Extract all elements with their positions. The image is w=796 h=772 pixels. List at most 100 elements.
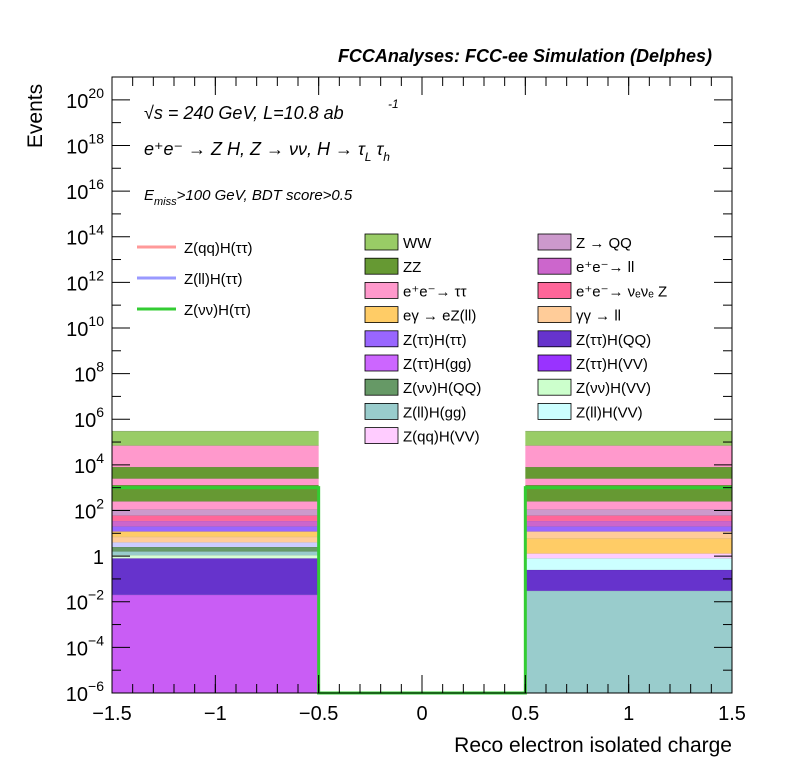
legend-box-swatch	[364, 306, 399, 324]
stack-bar-right-8	[525, 515, 732, 521]
legend-box-swatch	[537, 378, 572, 396]
y-tick-exponent: −2	[88, 587, 104, 603]
legend-box-label: Z(νν)H(QQ)	[403, 380, 481, 397]
stack-bar-left-5	[112, 542, 319, 548]
stacked-histogram	[112, 430, 732, 693]
legend-box-label: e⁺e⁻→ νₑνₑ Z	[576, 283, 667, 300]
y-tick-exponent: 16	[88, 176, 104, 192]
legend-box-label: e⁺e⁻→ ll	[576, 259, 634, 276]
y-tick-exponent: 20	[88, 85, 104, 101]
stack-bar-left-16	[112, 445, 319, 468]
y-tick-base: 10	[74, 456, 96, 478]
y-tick-exponent: −6	[88, 678, 104, 694]
legend-box-swatch	[537, 281, 572, 299]
stack-bar-left-8	[112, 526, 319, 532]
legend-box-swatch	[537, 306, 572, 324]
y-tick-base: 10	[74, 501, 96, 523]
y-tick-label: 10−2	[66, 587, 104, 615]
stack-bar-right-14	[525, 445, 732, 468]
legend-box-label: Z(ττ)H(QQ)	[576, 332, 651, 349]
y-tick-label: 1012	[66, 267, 104, 295]
legend-line-label: Z(qq)H(ττ)	[184, 240, 253, 257]
legend-box-label: eγ → eZ(ll)	[403, 308, 476, 325]
stack-bar-left-14	[112, 478, 319, 486]
stack-bar-right-10	[525, 501, 732, 510]
x-tick-label: 1	[623, 703, 634, 725]
legend-box-label: Z(qq)H(VV)	[403, 429, 480, 446]
y-tick-exponent: −4	[88, 632, 104, 648]
selection-annotation: Emiss>100 GeV, BDT score>0.5	[144, 187, 353, 208]
y-tick-exponent: 2	[96, 495, 104, 511]
legend-box-label: e⁺e⁻→ ττ	[403, 283, 467, 300]
stack-bar-right-3	[525, 553, 732, 559]
y-tick-label: 1014	[66, 222, 104, 250]
selection-text: >100 GeV, BDT score>0.5	[177, 187, 353, 204]
process-subscript: h	[383, 150, 390, 164]
stack-bar-left-15	[112, 467, 319, 479]
x-tick-label: −0.5	[299, 703, 338, 725]
x-axis-label: Reco electron isolated charge	[454, 734, 732, 757]
legend-line-label: Z(νν)H(ττ)	[184, 302, 251, 319]
stack-bar-left-1	[112, 558, 319, 595]
y-tick-exponent: 18	[88, 130, 104, 146]
x-tick-label: 0	[416, 703, 427, 725]
stack-bar-left-9	[112, 520, 319, 527]
y-tick-exponent: 10	[88, 313, 104, 329]
stack-bar-left-17	[112, 431, 319, 446]
legend-box-swatch	[364, 233, 399, 251]
legend-box-swatch	[537, 354, 572, 372]
legend-box-label: γγ → ll	[576, 308, 621, 325]
legend-box-swatch	[537, 402, 572, 420]
process-text: e⁺e⁻ → Z H, Z → νν, H → τ	[144, 139, 366, 159]
stack-bar-right-7	[525, 520, 732, 527]
y-tick-label: 10−4	[66, 632, 104, 660]
y-tick-base: 10	[66, 319, 88, 341]
legend-box-label: Z(ττ)H(ττ)	[403, 332, 467, 349]
stack-bar-left-4	[112, 547, 319, 552]
stack-bar-right-9	[525, 509, 732, 516]
energy-annotation: √s = 240 GeV, L=10.8 ab	[144, 103, 344, 123]
legend-box-swatch	[364, 402, 399, 420]
y-tick-base: 10	[66, 638, 88, 660]
y-tick-label: 1016	[66, 176, 104, 204]
process-annotation: e⁺e⁻ → Z H, Z → νν, H → τL τh	[144, 139, 390, 164]
y-axis-label: Events	[24, 84, 47, 148]
y-tick-label: 1010	[66, 313, 104, 341]
legend-box-swatch	[364, 378, 399, 396]
stack-bar-left-11	[112, 509, 319, 516]
y-tick-exponent: 6	[96, 404, 104, 420]
stack-bar-left-7	[112, 531, 319, 537]
y-tick-label: 102	[74, 495, 104, 523]
y-tick-base: 10	[66, 182, 88, 204]
y-tick-label: 1018	[66, 130, 104, 158]
legend-line-label: Z(ll)H(ττ)	[184, 271, 243, 288]
legend-box-label: Z(ll)H(VV)	[576, 404, 643, 421]
y-tick-exponent: 14	[88, 222, 104, 238]
legend-box-label: Z(ττ)H(VV)	[576, 356, 648, 373]
y-tick-base: 10	[74, 365, 96, 387]
legend-box-swatch	[364, 257, 399, 275]
legend-box-label: WW	[403, 235, 432, 252]
x-tick-label: 0.5	[511, 703, 539, 725]
y-tick-label: 106	[74, 404, 104, 432]
legend-box-swatch	[537, 257, 572, 275]
legend-box-label: Z(ττ)H(gg)	[403, 356, 472, 373]
process-subscript: L	[365, 150, 372, 164]
legend-box-swatch	[364, 354, 399, 372]
x-tick-label: −1.5	[92, 703, 131, 725]
legend-box-label: ZZ	[403, 259, 421, 276]
legend-box-swatch	[364, 427, 399, 445]
y-tick-label: 10−6	[66, 678, 104, 706]
selection-subscript: miss	[154, 196, 177, 208]
stack-bar-right-5	[525, 531, 732, 539]
legend-box-swatch	[537, 330, 572, 348]
x-tick-label: −1	[204, 703, 227, 725]
stack-bar-right-4	[525, 538, 732, 554]
y-tick-label: 104	[74, 450, 104, 478]
y-tick-base: 10	[66, 684, 88, 706]
y-tick-exponent: 12	[88, 267, 104, 283]
x-tick-label: 1.5	[718, 703, 746, 725]
stack-bar-left-3	[112, 551, 319, 556]
y-tick-base: 10	[66, 228, 88, 250]
y-tick-label: 1020	[66, 85, 104, 113]
